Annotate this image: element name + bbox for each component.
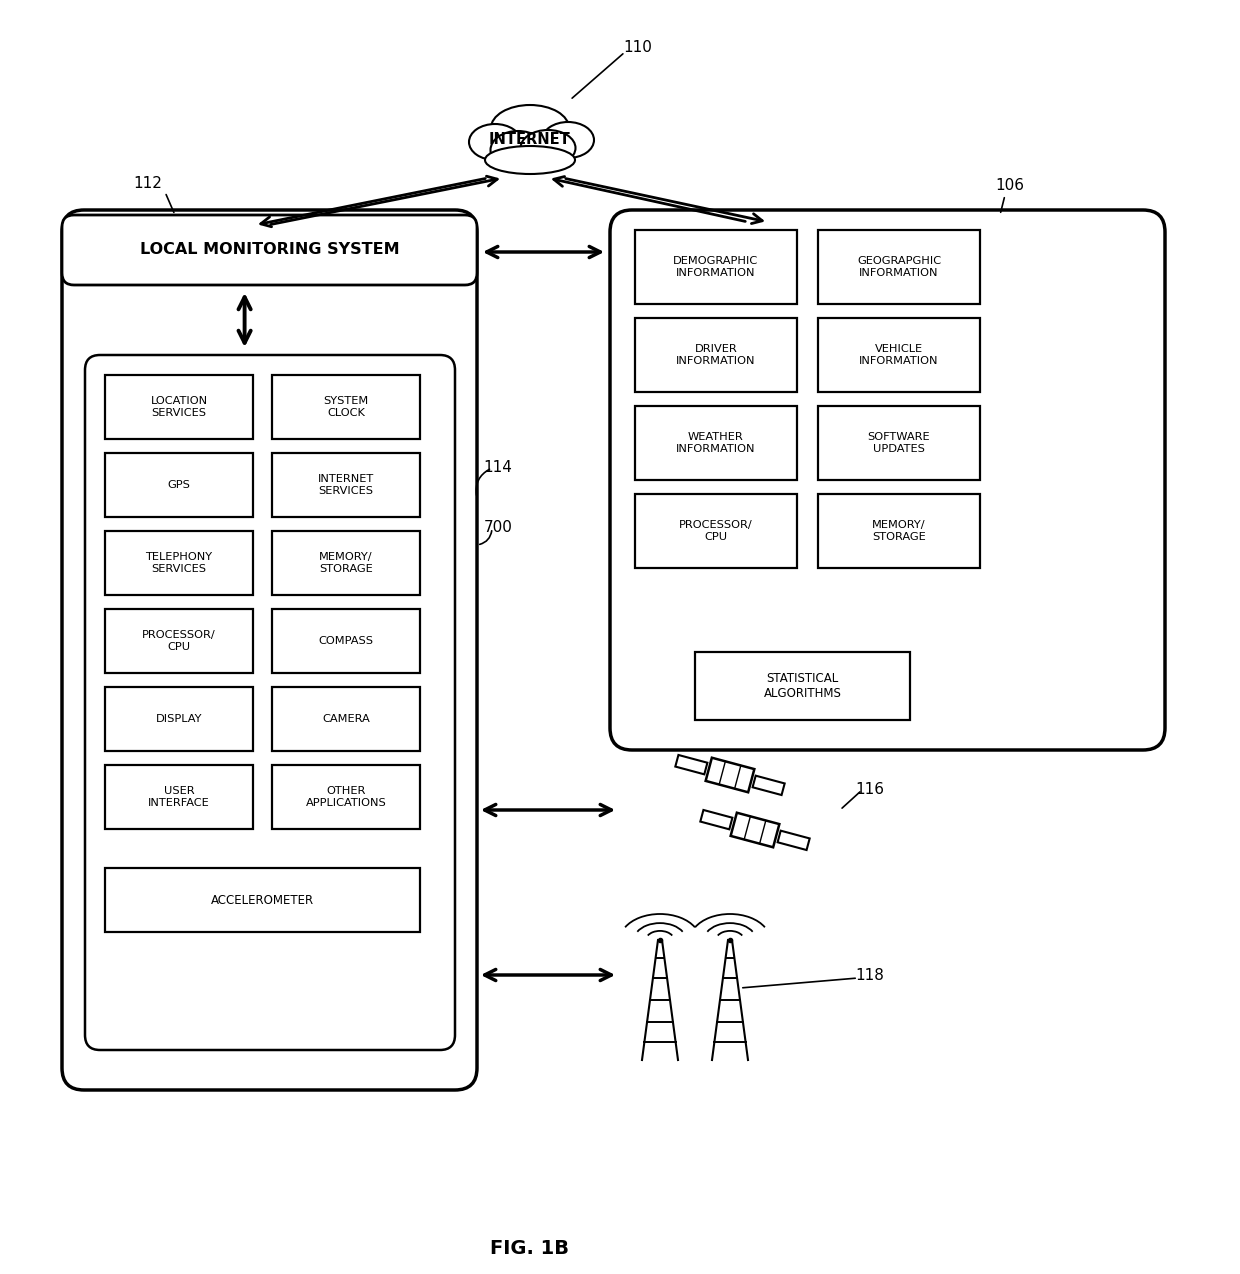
- Polygon shape: [730, 813, 780, 847]
- Polygon shape: [777, 831, 810, 850]
- FancyBboxPatch shape: [105, 531, 253, 595]
- Text: 118: 118: [856, 967, 884, 982]
- FancyBboxPatch shape: [635, 231, 797, 304]
- Text: FIG. 1B: FIG. 1B: [491, 1238, 569, 1257]
- FancyBboxPatch shape: [62, 215, 477, 285]
- Polygon shape: [676, 755, 707, 775]
- Text: CAMERA: CAMERA: [322, 713, 370, 724]
- Text: MEMORY/
STORAGE: MEMORY/ STORAGE: [319, 552, 373, 573]
- Text: LOCAL MONITORING SYSTEM: LOCAL MONITORING SYSTEM: [140, 242, 399, 257]
- Text: 700: 700: [484, 521, 512, 535]
- FancyBboxPatch shape: [272, 454, 420, 517]
- Text: GEOGRAPGHIC
INFORMATION: GEOGRAPGHIC INFORMATION: [857, 256, 941, 278]
- Text: DRIVER
INFORMATION: DRIVER INFORMATION: [676, 344, 755, 366]
- Text: MEMORY/
STORAGE: MEMORY/ STORAGE: [872, 520, 926, 541]
- Text: LOCATION
SERVICES: LOCATION SERVICES: [150, 396, 207, 418]
- Text: VEHICLE
INFORMATION: VEHICLE INFORMATION: [859, 344, 939, 366]
- Text: WEATHER
INFORMATION: WEATHER INFORMATION: [676, 432, 755, 454]
- FancyBboxPatch shape: [818, 406, 980, 480]
- FancyBboxPatch shape: [105, 687, 253, 750]
- Text: 114: 114: [484, 460, 512, 475]
- Ellipse shape: [542, 122, 594, 158]
- FancyBboxPatch shape: [818, 494, 980, 568]
- FancyBboxPatch shape: [105, 609, 253, 673]
- Ellipse shape: [469, 124, 521, 161]
- FancyBboxPatch shape: [105, 454, 253, 517]
- FancyBboxPatch shape: [635, 406, 797, 480]
- Text: PROCESSOR/
CPU: PROCESSOR/ CPU: [680, 520, 753, 541]
- Text: TELEPHONY
SERVICES: TELEPHONY SERVICES: [145, 552, 212, 573]
- Text: INTERNET
SERVICES: INTERNET SERVICES: [317, 474, 374, 496]
- FancyBboxPatch shape: [62, 210, 477, 1091]
- Text: INTERNET: INTERNET: [489, 132, 570, 148]
- Text: SOFTWARE
UPDATES: SOFTWARE UPDATES: [868, 432, 930, 454]
- Ellipse shape: [485, 147, 575, 175]
- Ellipse shape: [491, 131, 546, 169]
- FancyBboxPatch shape: [272, 375, 420, 440]
- FancyBboxPatch shape: [818, 318, 980, 392]
- Text: PROCESSOR/
CPU: PROCESSOR/ CPU: [143, 631, 216, 652]
- Text: DISPLAY: DISPLAY: [156, 713, 202, 724]
- Text: OTHER
APPLICATIONS: OTHER APPLICATIONS: [305, 786, 387, 808]
- Ellipse shape: [491, 104, 569, 152]
- Ellipse shape: [521, 130, 575, 166]
- FancyBboxPatch shape: [272, 687, 420, 750]
- FancyBboxPatch shape: [818, 231, 980, 304]
- FancyBboxPatch shape: [272, 531, 420, 595]
- FancyBboxPatch shape: [610, 210, 1166, 750]
- Text: USER
INTERFACE: USER INTERFACE: [148, 786, 210, 808]
- Polygon shape: [706, 758, 754, 792]
- Text: 112: 112: [134, 176, 162, 191]
- FancyBboxPatch shape: [86, 355, 455, 1050]
- FancyBboxPatch shape: [105, 764, 253, 829]
- Text: GPS: GPS: [167, 480, 191, 490]
- FancyBboxPatch shape: [635, 494, 797, 568]
- Polygon shape: [753, 776, 785, 795]
- FancyBboxPatch shape: [694, 652, 910, 720]
- Text: ACCELEROMETER: ACCELEROMETER: [211, 893, 314, 907]
- Text: 110: 110: [624, 41, 652, 56]
- Text: COMPASS: COMPASS: [319, 636, 373, 646]
- FancyBboxPatch shape: [272, 764, 420, 829]
- FancyBboxPatch shape: [105, 868, 420, 933]
- FancyBboxPatch shape: [105, 375, 253, 440]
- FancyBboxPatch shape: [635, 318, 797, 392]
- Text: 106: 106: [996, 177, 1024, 192]
- Text: SYSTEM
CLOCK: SYSTEM CLOCK: [324, 396, 368, 418]
- Polygon shape: [701, 810, 733, 829]
- Text: 116: 116: [856, 782, 884, 798]
- FancyBboxPatch shape: [272, 609, 420, 673]
- Text: DEMOGRAPHIC
INFORMATION: DEMOGRAPHIC INFORMATION: [673, 256, 759, 278]
- Text: STATISTICAL
ALGORITHMS: STATISTICAL ALGORITHMS: [764, 671, 842, 699]
